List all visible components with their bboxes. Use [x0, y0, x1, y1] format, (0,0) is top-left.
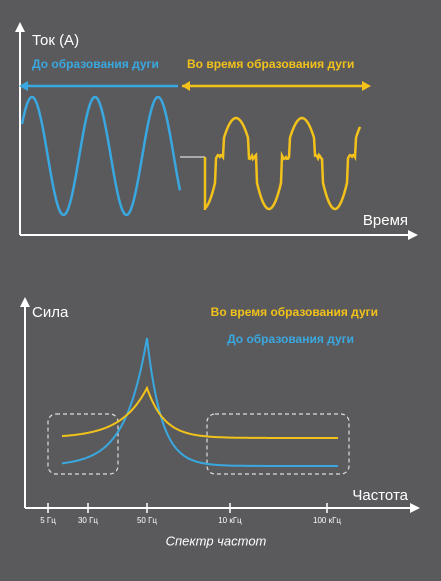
tick-label: 50 Гц: [137, 516, 157, 525]
legend-before: До образования дуги: [227, 332, 354, 346]
phase-arrows: [19, 81, 371, 91]
phase-during: Во время образования дуги: [187, 57, 354, 71]
top-axes: [15, 22, 418, 240]
spectrum-during: [61, 385, 338, 439]
y-label: Сила: [32, 304, 69, 321]
tick-label: 30 Гц: [78, 516, 98, 525]
tick-label: 10 кГц: [218, 516, 242, 525]
spectrum-before: [61, 337, 338, 467]
x-label: Частота: [352, 487, 408, 504]
highlight-boxes: [47, 413, 350, 475]
caption: Спектр частот: [166, 533, 267, 548]
tick-label: 100 кГц: [313, 516, 341, 525]
x-label: Время: [363, 212, 408, 229]
y-label: Ток (A): [32, 32, 79, 49]
phase-before: До образования дуги: [32, 57, 159, 71]
bottom-axes: [20, 297, 420, 513]
tick-label: 5 Гц: [40, 516, 56, 525]
wave-during: [203, 116, 362, 211]
wave-before: [20, 95, 182, 217]
legend-during: Во время образования дуги: [211, 305, 378, 319]
